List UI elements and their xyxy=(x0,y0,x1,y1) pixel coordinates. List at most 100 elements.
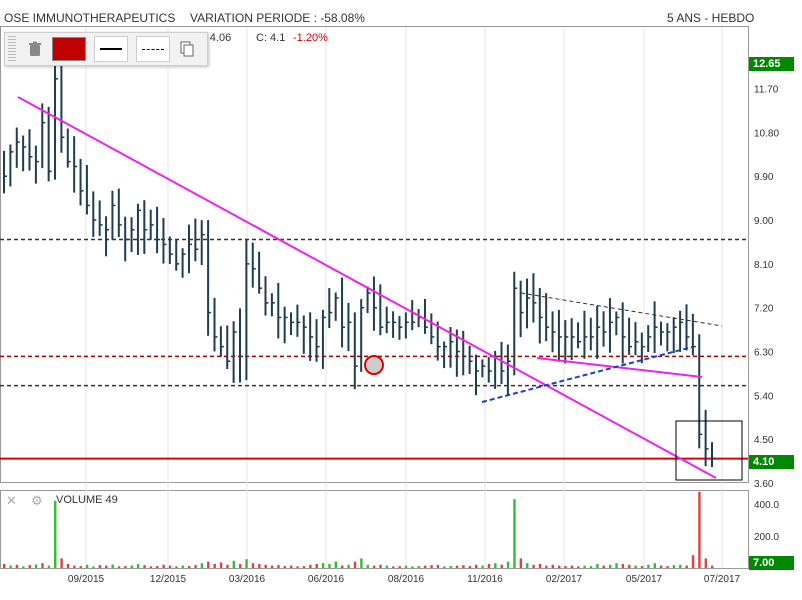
volume-bar xyxy=(219,562,223,568)
volume-last-tag: 7.00 xyxy=(749,556,794,570)
volume-bar xyxy=(60,558,63,568)
trash-icon[interactable] xyxy=(24,37,46,61)
volume-bar xyxy=(462,565,465,568)
volume-y-tick-label: 200.0 xyxy=(754,532,779,543)
ohlc-close: C: 4.1 xyxy=(256,32,286,44)
volume-bar xyxy=(596,564,599,568)
volume-bar xyxy=(117,566,121,568)
volume-bar xyxy=(647,564,650,568)
volume-bar xyxy=(194,565,197,568)
volume-bar xyxy=(277,565,280,568)
volume-bar xyxy=(653,563,656,568)
copy-icon[interactable] xyxy=(176,37,198,61)
volume-bar xyxy=(392,566,395,568)
volume-bar xyxy=(156,566,159,568)
volume-bar xyxy=(245,559,248,568)
y-tick-label: 9.90 xyxy=(754,172,774,183)
volume-bar xyxy=(679,564,682,568)
y-tick-label: 3.60 xyxy=(754,479,774,490)
volume-bar xyxy=(532,564,535,568)
x-tick-label: 11/2016 xyxy=(467,574,503,585)
volume-bar xyxy=(691,555,695,568)
volume-bar xyxy=(411,566,414,568)
x-tick-label: 12/2015 xyxy=(150,574,187,585)
gear-icon[interactable]: ⚙ xyxy=(31,493,43,508)
y-tick-label: 4.50 xyxy=(754,435,774,446)
volume-bar xyxy=(570,565,574,568)
dashed-line-icon[interactable] xyxy=(136,36,170,62)
volume-bar xyxy=(136,564,140,568)
volume-bar xyxy=(226,564,229,568)
volume-bar xyxy=(54,500,57,568)
close-icon[interactable]: ✕ xyxy=(6,493,17,508)
volume-bar xyxy=(685,565,688,568)
selection-box[interactable] xyxy=(675,420,743,481)
volume-bar xyxy=(9,565,12,568)
y-tick-label: 10.80 xyxy=(754,128,779,139)
volume-bar xyxy=(704,558,708,568)
volume-bar xyxy=(494,563,497,568)
volume-bar xyxy=(309,564,312,568)
volume-bar xyxy=(232,560,236,568)
volume-bar xyxy=(168,565,172,568)
y-tick-label: 5.40 xyxy=(754,391,774,402)
x-tick-label: 03/2016 xyxy=(229,574,266,585)
volume-bar xyxy=(207,561,210,568)
volume-bar xyxy=(583,565,586,568)
volume-bar xyxy=(417,566,420,568)
drawing-toolbar[interactable] xyxy=(4,32,208,66)
volume-bar xyxy=(513,499,516,568)
volume-bar xyxy=(519,558,523,568)
volume-bar xyxy=(239,564,242,568)
volume-bar xyxy=(283,566,287,568)
volume-bar xyxy=(468,566,472,568)
volume-bar xyxy=(551,564,554,568)
volume-bar xyxy=(621,564,625,568)
volume-bar xyxy=(321,563,325,568)
y-tick-label: 8.10 xyxy=(754,260,774,271)
level-drag-handle[interactable] xyxy=(364,355,384,375)
volume-bar xyxy=(666,566,669,568)
x-tick-label: 08/2016 xyxy=(388,574,425,585)
main-downtrend-line[interactable] xyxy=(17,96,717,479)
timeframe-label[interactable]: 5 ANS - HEBDO xyxy=(667,11,755,25)
toolbar-grip[interactable] xyxy=(8,36,16,62)
volume-bar xyxy=(341,565,344,568)
volume-bar xyxy=(538,564,542,568)
volume-bar xyxy=(423,565,427,568)
volume-label: VOLUME xyxy=(56,494,103,506)
volume-bar xyxy=(475,564,478,568)
volume-bar xyxy=(149,566,153,568)
volume-bar xyxy=(130,565,133,568)
lower-support-line[interactable] xyxy=(536,357,703,378)
volume-bar xyxy=(187,566,191,568)
volume-bar xyxy=(200,563,204,568)
channel-support-line[interactable] xyxy=(481,346,693,403)
volume-bar xyxy=(698,492,701,568)
x-tick-label: 07/2017 xyxy=(704,574,741,585)
volume-bar xyxy=(711,565,714,568)
volume-bar xyxy=(436,564,440,568)
volume-bar xyxy=(602,565,605,568)
volume-bar xyxy=(213,564,216,568)
volume-bar xyxy=(672,565,676,568)
volume-bar xyxy=(449,566,452,568)
volume-bar xyxy=(506,561,510,568)
volume-bar xyxy=(34,564,38,568)
color-swatch-button[interactable] xyxy=(52,37,86,61)
y-tick-label: 9.00 xyxy=(754,216,774,227)
volume-bar xyxy=(47,565,51,568)
period-variation: VARIATION PERIODE : -58.08% xyxy=(190,11,365,25)
volume-bar xyxy=(3,564,6,568)
volume-bar xyxy=(111,564,114,568)
volume-bar xyxy=(181,565,184,568)
y-tick-label: 6.30 xyxy=(754,348,774,359)
upper-triangle-line[interactable] xyxy=(520,292,723,327)
volume-bar xyxy=(124,566,127,568)
solid-line-icon[interactable] xyxy=(94,36,128,62)
last-price-tag: 4.10 xyxy=(749,455,794,469)
volume-bar xyxy=(328,564,331,568)
volume-bar xyxy=(608,564,612,568)
